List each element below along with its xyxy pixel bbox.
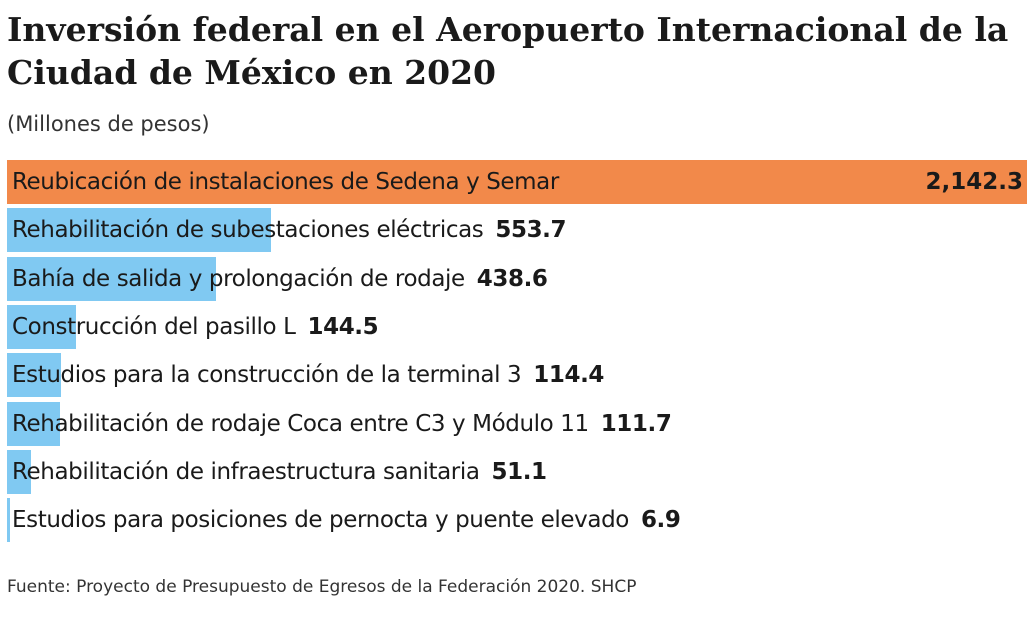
- category-label: Estudios para posiciones de pernocta y p…: [12, 498, 681, 542]
- category-text: Reubicación de instalaciones de Sedena y…: [12, 169, 559, 195]
- category-label: Bahía de salida y prolongación de rodaje…: [12, 257, 548, 301]
- category-label: Reubicación de instalaciones de Sedena y…: [12, 160, 559, 204]
- category-text: Rehabilitación de subestaciones eléctric…: [12, 217, 484, 244]
- category-text: Estudios para posiciones de pernocta y p…: [12, 507, 629, 534]
- bar: [7, 256, 216, 301]
- source-note: Fuente: Proyecto de Presupuesto de Egres…: [7, 577, 637, 597]
- category-label: Construcción del pasillo L 144.5: [12, 305, 379, 349]
- bar: [7, 498, 11, 543]
- category-text: Rehabilitación de rodaje Coca entre C3 y…: [12, 410, 589, 437]
- value-label: 144.5: [307, 313, 379, 340]
- value-label: 114.4: [533, 362, 605, 389]
- value-label: 438.6: [476, 265, 548, 292]
- bar: [7, 449, 32, 494]
- bar-row: Bahía de salida y prolongación de rodaje…: [7, 256, 1027, 301]
- value-label: 2,142.3: [925, 169, 1024, 195]
- bar-row: Reubicación de instalaciones de Sedena y…: [7, 160, 1027, 204]
- value-label: 6.9: [640, 507, 681, 534]
- chart-subtitle: (Millones de pesos): [7, 112, 210, 136]
- value-label: 553.7: [495, 217, 567, 244]
- bar-row: Construcción del pasillo L 144.5: [7, 304, 1027, 349]
- chart-title: Inversión federal en el Aeropuerto Inter…: [7, 10, 1009, 92]
- bar: [7, 160, 1027, 204]
- category-text: Estudios para la construcción de la term…: [12, 362, 522, 389]
- bar: [7, 304, 76, 349]
- bar-row: Rehabilitación de rodaje Coca entre C3 y…: [7, 401, 1027, 446]
- bar: [7, 353, 62, 398]
- bar: [7, 208, 271, 253]
- bar: [7, 401, 61, 446]
- bar-row: Rehabilitación de subestaciones eléctric…: [7, 208, 1027, 253]
- category-label: Estudios para la construcción de la term…: [12, 353, 604, 397]
- bar-row: Estudios para posiciones de pernocta y p…: [7, 498, 1027, 543]
- value-label: 51.1: [491, 458, 548, 485]
- category-text: Bahía de salida y prolongación de rodaje: [12, 265, 465, 292]
- bar-chart: Reubicación de instalaciones de Sedena y…: [0, 155, 1031, 555]
- category-text: Rehabilitación de infraestructura sanita…: [12, 458, 480, 485]
- bar-row: Estudios para la construcción de la term…: [7, 353, 1027, 398]
- value-label: 111.7: [600, 410, 672, 437]
- category-label: Rehabilitación de rodaje Coca entre C3 y…: [12, 402, 672, 446]
- category-text: Construcción del pasillo L: [12, 313, 296, 340]
- bar-row: Rehabilitación de infraestructura sanita…: [7, 449, 1027, 494]
- category-label: Rehabilitación de infraestructura sanita…: [12, 450, 547, 494]
- category-label: Rehabilitación de subestaciones eléctric…: [12, 208, 567, 252]
